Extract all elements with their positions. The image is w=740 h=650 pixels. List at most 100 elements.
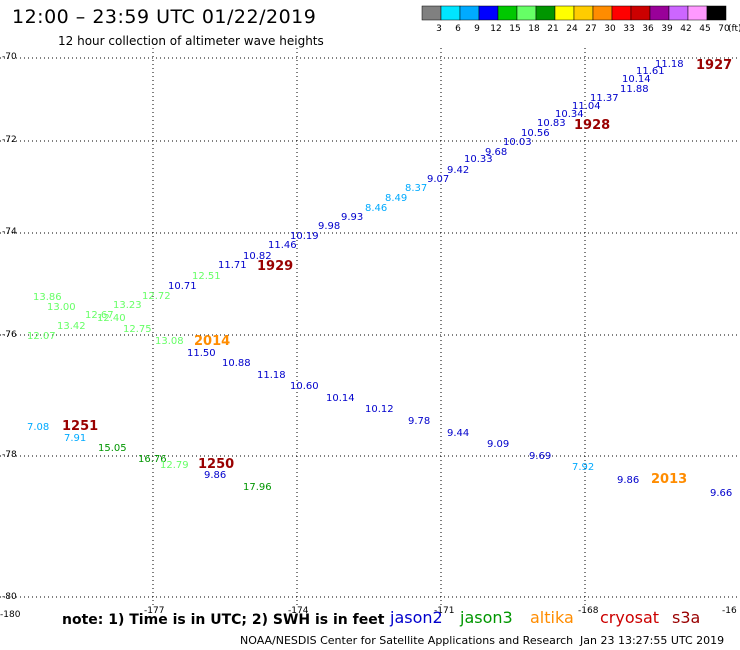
scale-tick-label: 12 (490, 24, 501, 34)
wave-height-label: 11.18 (655, 59, 684, 70)
wave-height-label: 10.82 (243, 251, 272, 262)
wave-height-label: 17.96 (243, 482, 272, 493)
wave-height-label: 8.49 (385, 193, 407, 204)
time-label: 1928 (574, 118, 610, 133)
latitude-label: -70 (2, 52, 17, 62)
timestamp-text: Jan 23 13:27:55 UTC 2019 (580, 634, 725, 647)
scale-tick-label: 21 (547, 24, 558, 34)
wave-height-label: 13.08 (155, 336, 184, 347)
wave-height-label: 7.91 (64, 433, 86, 444)
latitude-label: -76 (2, 330, 17, 340)
wave-height-label: 12.79 (160, 460, 189, 471)
wave-height-label: 9.42 (447, 165, 469, 176)
wave-height-label: 13.86 (33, 292, 62, 303)
scale-swatch (421, 5, 442, 21)
wave-height-label: 11.88 (620, 84, 649, 95)
scale-tick-label: 15 (509, 24, 520, 34)
credit-text: NOAA/NESDIS Center for Satellite Applica… (240, 634, 574, 647)
time-label: 2013 (651, 472, 687, 487)
scale-tick-label: 36 (642, 24, 654, 34)
latitude-label: -80 (2, 592, 17, 602)
wave-height-label: 10.71 (168, 281, 197, 292)
wave-height-label: 11.71 (218, 260, 247, 271)
scale-tick-label: 39 (661, 24, 673, 34)
wave-height-label: 9.78 (408, 416, 430, 427)
wave-height-label: 10.14 (326, 393, 355, 404)
scale-swatch (649, 5, 670, 21)
wave-height-label: 11.46 (268, 240, 297, 251)
scale-swatch (611, 5, 632, 21)
wave-height-label: 10.33 (464, 154, 493, 165)
satellite-legend-s3a: s3a (672, 608, 701, 627)
wave-height-label: 10.03 (503, 137, 532, 148)
wave-height-label: 13.42 (57, 321, 86, 332)
wave-height-label: 10.60 (290, 381, 319, 392)
wave-height-label: 16.76 (138, 454, 167, 465)
wave-height-label: 10.88 (222, 358, 251, 369)
scale-swatch (478, 5, 499, 21)
wave-height-label: 11.61 (636, 66, 665, 77)
wave-height-label: 9.98 (318, 221, 340, 232)
wave-height-label: 11.50 (187, 348, 216, 359)
scale-tick-label: 30 (604, 24, 616, 34)
longitude-label: -177 (144, 606, 165, 616)
latitude-label: -74 (2, 227, 17, 237)
wave-height-label: 8.46 (365, 203, 387, 214)
wave-height-label: 10.83 (537, 118, 566, 129)
scale-tick-label: 24 (566, 24, 578, 34)
scale-tick-label: 6 (455, 24, 461, 34)
wave-height-label: 10.34 (555, 109, 584, 120)
scale-tick-label: 27 (585, 24, 596, 34)
scale-swatch (440, 5, 461, 21)
wave-height-label: 12.72 (142, 291, 171, 302)
satellite-legend-jason3: jason3 (460, 608, 513, 627)
longitude-label: -174 (288, 606, 309, 616)
scale-tick-label: 33 (623, 24, 634, 34)
page-subtitle: 12 hour collection of altimeter wave hei… (58, 34, 324, 48)
scale-swatch (516, 5, 537, 21)
wave-height-label: 11.04 (572, 101, 601, 112)
wave-height-label: 10.14 (622, 74, 651, 85)
satellite-legend-altika: altika (530, 608, 574, 627)
wave-height-label: 11.18 (257, 370, 286, 381)
scale-swatch (554, 5, 575, 21)
scale-swatch (535, 5, 556, 21)
wave-height-label: 12.75 (123, 324, 152, 335)
time-label: 1929 (257, 259, 293, 274)
satellite-legend-jason2: jason2 (390, 608, 443, 627)
wave-height-label: 12.67 (85, 310, 114, 321)
scale-swatch (497, 5, 518, 21)
wave-height-label: 9.66 (710, 488, 732, 499)
wave-height-label: 10.12 (365, 404, 394, 415)
wave-height-label: 9.86 (204, 470, 226, 481)
wave-height-observations: 11.1810.1411.6111.8811.3711.0410.3410.83… (27, 59, 732, 499)
wave-height-label: 7.92 (572, 462, 594, 473)
wave-height-label: 9.44 (447, 428, 469, 439)
scale-tick-label: 70 (718, 24, 730, 34)
wave-height-label: 8.37 (405, 183, 427, 194)
latitude-label: -78 (2, 450, 17, 460)
wave-height-label: 12.40 (97, 313, 126, 324)
wave-height-label: 12.07 (27, 331, 56, 342)
wave-height-label: 9.68 (485, 147, 507, 158)
wave-height-label: 9.86 (617, 475, 639, 486)
time-labels: 1927 1928 1929 2014 1251 1250 2013 (62, 58, 732, 487)
scale-tick-label: 18 (528, 24, 540, 34)
scale-swatch (592, 5, 613, 21)
wave-height-label: 10.19 (290, 231, 319, 242)
footer-note: note: 1) Time is in UTC; 2) SWH is in fe… (62, 612, 385, 628)
wave-height-label: 13.23 (113, 300, 142, 311)
scale-swatch (630, 5, 651, 21)
wave-height-label: 7.08 (27, 422, 49, 433)
time-label: 2014 (194, 334, 230, 349)
longitude-label: -171 (434, 606, 455, 616)
latitude-label: -72 (2, 135, 17, 145)
scale-tick-label: 45 (699, 24, 710, 34)
scale-swatch (573, 5, 594, 21)
scale-swatch (668, 5, 689, 21)
time-label: 1250 (198, 457, 234, 472)
scale-tick-label: 42 (680, 24, 691, 34)
wave-height-label: 9.93 (341, 212, 363, 223)
